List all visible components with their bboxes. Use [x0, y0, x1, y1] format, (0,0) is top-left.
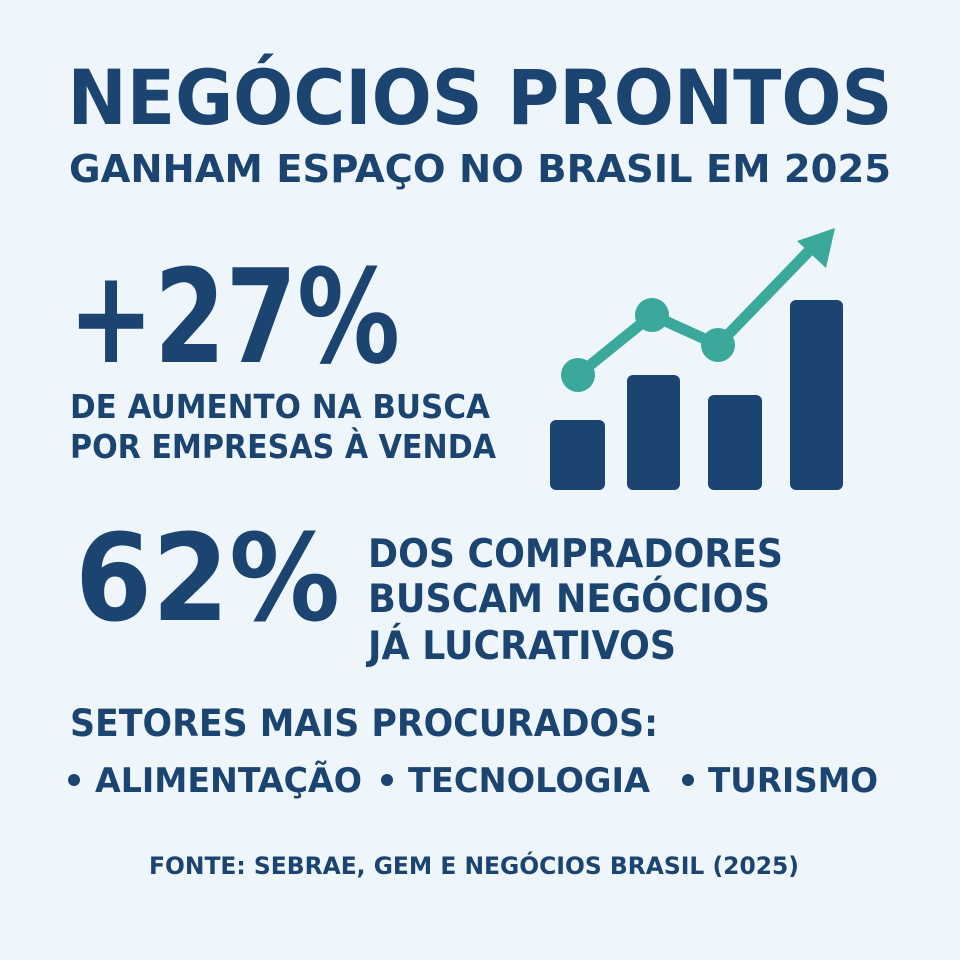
- icon-bar: [550, 420, 605, 490]
- bullet: [381, 774, 393, 786]
- stat-line: POR EMPRESAS À VENDA: [70, 426, 496, 466]
- icon-bar: [790, 300, 843, 490]
- growth-icon: [550, 228, 843, 490]
- stat-line: DE AUMENTO NA BUSCA: [70, 387, 490, 426]
- stat-value: +27%: [68, 241, 400, 393]
- icon-bar: [708, 395, 762, 490]
- icon-arrowhead: [797, 228, 835, 268]
- icon-dot: [635, 298, 669, 332]
- bullet: [682, 774, 694, 786]
- stat-value: 62%: [75, 510, 340, 649]
- icon-dot: [701, 328, 735, 362]
- source: FONTE: SEBRAE, GEM E NEGÓCIOS BRASIL (20…: [149, 850, 799, 880]
- stat-line: DOS COMPRADORES: [368, 532, 783, 577]
- stat-line: JÁ LUCRATIVOS: [365, 622, 676, 669]
- subtitle: GANHAM ESPAÇO NO BRASIL EM 2025: [69, 147, 891, 191]
- title: NEGÓCIOS PRONTOS: [68, 52, 893, 142]
- sectors-heading: SETORES MAIS PROCURADOS:: [70, 702, 658, 745]
- sector-item: ALIMENTAÇÃO: [95, 760, 362, 801]
- icon-line: [572, 246, 814, 381]
- icon-dot: [561, 358, 595, 392]
- stat-line: BUSCAM NEGÓCIOS: [368, 575, 770, 622]
- sector-item: TURISMO: [708, 761, 878, 801]
- sector-item: TECNOLOGIA: [408, 761, 651, 801]
- icon-bar: [627, 375, 680, 490]
- bullet: [68, 774, 80, 786]
